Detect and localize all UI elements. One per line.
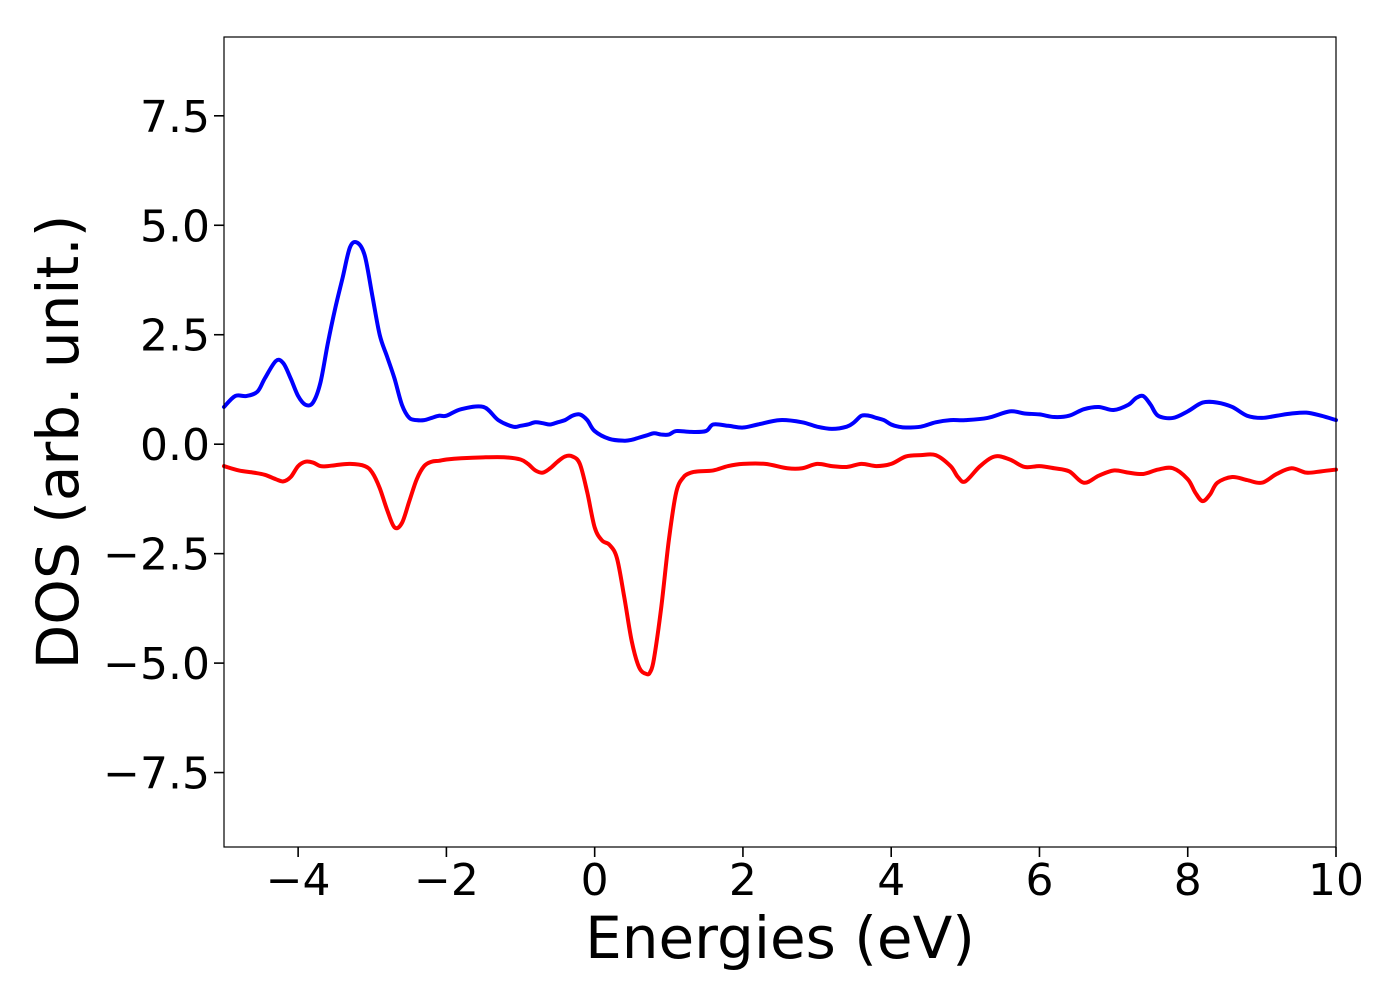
x-axis-label: Energies (eV): [585, 904, 975, 972]
series-layer: [222, 239, 1338, 677]
y-tick-label: 0.0: [140, 420, 210, 471]
x-tick-label: 4: [877, 855, 905, 906]
x-tick-label: 0: [581, 855, 609, 906]
y-axis-label: DOS (arb. unit.): [24, 215, 92, 670]
y-tick-label: −7.5: [103, 749, 210, 800]
x-tick-label: −4: [266, 855, 331, 906]
y-axis: −7.5 −5.0 −2.5 0.0 2.5 5.0 7.5: [103, 92, 224, 800]
x-axis: −4 −2 0 2 4 6 8 10: [266, 847, 1364, 906]
y-tick-label: 7.5: [140, 92, 210, 143]
series-line-0: [222, 239, 1338, 443]
series-line-1: [222, 452, 1338, 677]
y-tick-label: −2.5: [103, 530, 210, 581]
y-tick-label: −5.0: [103, 639, 210, 690]
y-tick-label: 5.0: [140, 201, 210, 252]
x-tick-label: 10: [1308, 855, 1364, 906]
x-tick-label: −2: [414, 855, 479, 906]
y-tick-label: 2.5: [140, 311, 210, 362]
x-tick-label: 6: [1025, 855, 1053, 906]
x-tick-label: 2: [729, 855, 757, 906]
x-tick-label: 8: [1174, 855, 1202, 906]
plot-frame: [223, 36, 1337, 848]
